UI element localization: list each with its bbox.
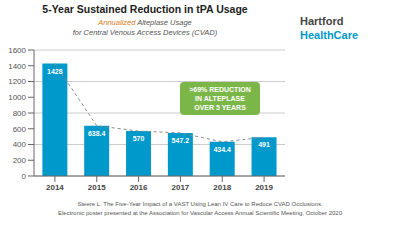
html-text:5-Year Sustained Reduction in: 5-Year Sustained Reduction in tPA Usage [42, 3, 248, 15]
svg-text:2016: 2016 [130, 183, 148, 192]
html-text:HealthCare: HealthCare [300, 29, 359, 41]
svg-text:2015: 2015 [88, 183, 106, 192]
svg-text:400: 400 [13, 140, 27, 149]
svg-text:2017: 2017 [172, 183, 190, 192]
svg-text:1200: 1200 [8, 77, 26, 86]
svg-text:2019: 2019 [255, 183, 273, 192]
svg-text:200: 200 [13, 156, 27, 165]
svg-text:547.2: 547.2 [172, 137, 190, 144]
svg-text:1428: 1428 [47, 68, 63, 75]
svg-text:1400: 1400 [8, 62, 26, 71]
svg-text:434.4: 434.4 [213, 146, 231, 153]
svg-text:800: 800 [13, 109, 27, 118]
svg-text:0: 0 [22, 172, 27, 181]
svg-text:1600: 1600 [8, 46, 26, 55]
svg-text:491: 491 [258, 141, 270, 148]
html-text:Hartford: Hartford [300, 15, 344, 27]
svg-text:570: 570 [133, 135, 145, 142]
html-text:Annualized Alteplase Usage: Annualized Alteplase Usage [98, 18, 192, 27]
html-text:>69% REDUCTION IN ALTEPLASE OV: >69% REDUCTION IN ALTEPLASE OVER 5 YEARS [189, 86, 251, 111]
html-text:Electronic poster presented at: Electronic poster presented at the Assoc… [58, 210, 342, 216]
svg-text:638.4: 638.4 [88, 130, 106, 137]
html-text:for Central Venous Access Devi: for Central Venous Access Devices (CVAD) [72, 28, 218, 37]
svg-text:2018: 2018 [213, 183, 231, 192]
svg-text:600: 600 [13, 125, 27, 134]
svg-text:1000: 1000 [8, 93, 26, 102]
html-text:Steere L. The Five-Year Impact: Steere L. The Five-Year Impact of a VAST… [77, 201, 323, 207]
svg-text:2014: 2014 [46, 183, 64, 192]
